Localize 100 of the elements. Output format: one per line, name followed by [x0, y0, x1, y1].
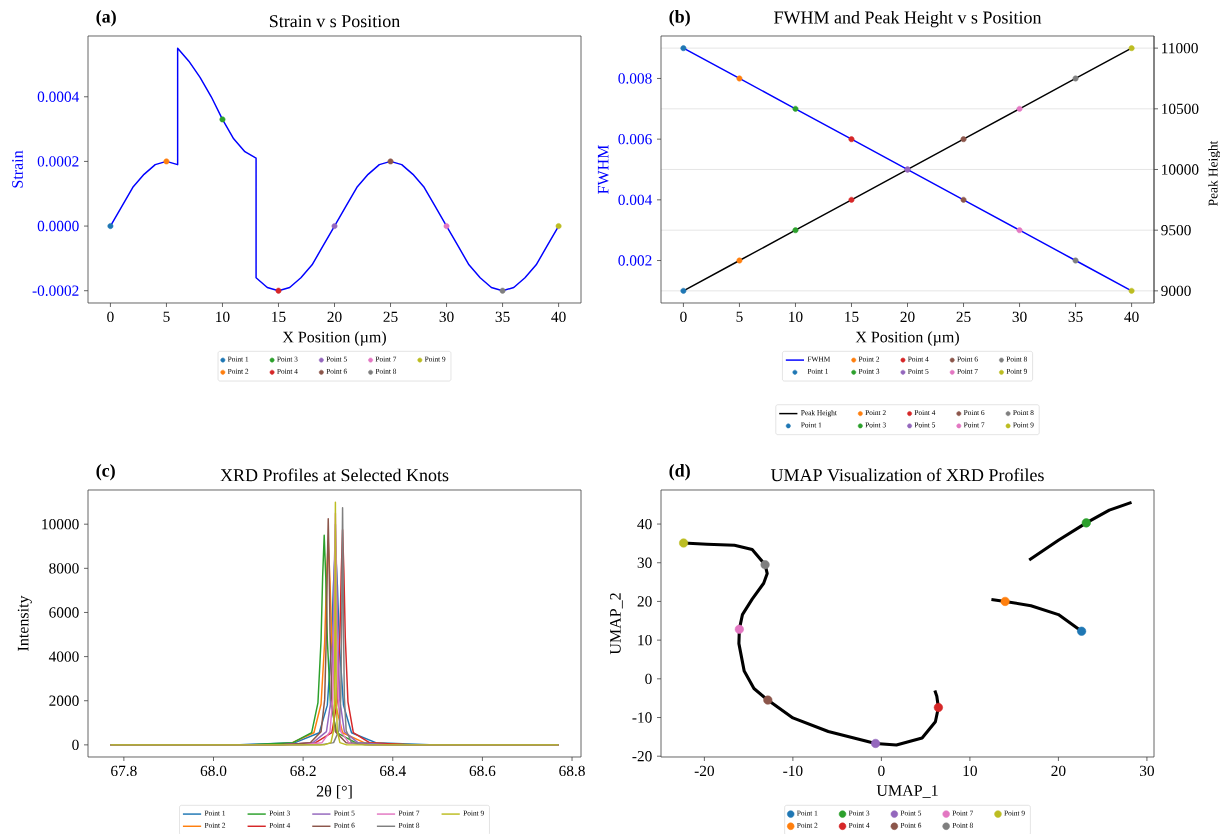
y-tick-label: -0.0002	[32, 285, 79, 296]
x-tick-label: 25	[383, 311, 398, 322]
y-tick-label: 0.008	[618, 73, 652, 84]
x-tick-label: 68.2	[290, 765, 316, 777]
point	[1128, 287, 1135, 294]
point	[275, 287, 282, 294]
x-tick-label: 10	[789, 311, 803, 323]
point	[680, 45, 687, 52]
x-axis-title: X Position (µm)	[855, 331, 959, 346]
y-tick-label: -20	[632, 751, 652, 762]
chart-title: UMAP Visualization of XRD Profiles	[770, 468, 1044, 482]
x-tick-label: 68.6	[469, 765, 496, 777]
y-axis-title: FWHM	[597, 145, 609, 194]
point	[734, 624, 744, 634]
y2-tick-label: 9000	[1161, 285, 1191, 297]
point	[760, 560, 770, 570]
x-tick-label: 10	[963, 765, 977, 777]
x-tick-label: 0	[107, 311, 114, 323]
y-tick-label: 0.0002	[37, 156, 79, 167]
x-tick-label: 68.4	[380, 765, 406, 777]
point	[1016, 227, 1023, 234]
y2-tick-label: 10500	[1162, 103, 1199, 114]
point	[848, 196, 855, 203]
y-tick-label: 2000	[49, 695, 79, 706]
y-tick-label: 0.006	[618, 133, 652, 145]
x-tick-label: 20	[327, 311, 342, 323]
point	[871, 738, 881, 748]
text: (d)	[669, 464, 690, 481]
x-tick-label: 30	[439, 311, 454, 323]
y-axis-title: UMAP_2	[610, 593, 623, 655]
chart-title: FWHM and Peak Height v s Position	[774, 10, 1042, 28]
y-tick-label: 30	[637, 557, 652, 568]
point	[331, 223, 338, 229]
point	[1077, 626, 1087, 636]
point	[792, 227, 799, 234]
x-tick-label: 40	[1124, 311, 1139, 323]
point	[1072, 257, 1079, 264]
y-tick-label: 10000	[42, 519, 79, 530]
text: (c)	[96, 464, 115, 481]
y2-axis-title: Peak Height	[1208, 140, 1220, 206]
chart-title: XRD Profiles at Selected Knots	[220, 468, 449, 482]
point	[387, 158, 394, 165]
x-tick-label: 15	[845, 311, 859, 322]
x-tick-label: 30	[1012, 311, 1027, 323]
x-tick-label: -10	[783, 765, 803, 777]
x-tick-label: 35	[1068, 311, 1083, 322]
point	[1016, 105, 1023, 112]
y-tick-label: 4000	[48, 651, 79, 662]
y-tick-label: 0	[72, 739, 79, 751]
point	[1128, 45, 1135, 52]
x-tick-label: 5	[736, 311, 743, 322]
y-tick-label: 20	[637, 596, 652, 607]
point	[736, 75, 743, 82]
y2-tick-label: 11000	[1162, 42, 1198, 54]
point	[848, 136, 855, 143]
y2-tick-label: 10000	[1162, 164, 1199, 175]
x-tick-label: 0	[878, 765, 885, 777]
point	[763, 695, 773, 705]
point	[960, 196, 967, 203]
point	[1000, 596, 1010, 606]
point	[736, 257, 743, 264]
x-axis-title: UMAP_1	[876, 785, 938, 798]
y-tick-label: 6000	[49, 607, 79, 618]
y-tick-label: -10	[632, 712, 652, 723]
line-series	[1027, 500, 1134, 562]
point	[443, 223, 450, 229]
x-axis-title: 2θ [°]	[316, 785, 352, 799]
y2-tick-label: 9500	[1161, 225, 1191, 236]
y-tick-label: 0	[645, 673, 652, 684]
x-tick-label: 5	[163, 311, 170, 322]
x-tick-label: 68.8	[559, 765, 585, 777]
point	[555, 223, 562, 229]
x-tick-label: 40	[551, 311, 566, 323]
x-tick-label: 25	[956, 311, 971, 322]
point	[499, 287, 506, 294]
x-tick-label: 68.0	[200, 765, 227, 777]
y-tick-label: 0.0004	[37, 91, 80, 102]
x-tick-label: 10	[216, 311, 230, 323]
text: (b)	[669, 10, 690, 27]
x-tick-label: 20	[1051, 765, 1066, 777]
point	[219, 116, 226, 123]
chart-title: Strain v s Position	[269, 15, 400, 28]
point	[1072, 75, 1079, 82]
text: (a)	[96, 10, 116, 27]
y-tick-label: 8000	[49, 563, 79, 574]
x-tick-label: 67.8	[111, 765, 137, 777]
point	[960, 136, 967, 143]
x-tick-label: -20	[694, 765, 715, 777]
x-tick-label: 20	[900, 311, 915, 323]
y-tick-label: 0.004	[618, 194, 653, 206]
y-axis-title: Intensity	[17, 595, 32, 651]
x-tick-label: 0	[680, 311, 687, 323]
y-tick-label: 0.002	[618, 255, 652, 266]
y-axis-title: Strain	[12, 150, 23, 188]
x-tick-label: 30	[1139, 765, 1155, 777]
y-tick-label: 10	[638, 634, 652, 646]
point	[679, 538, 689, 548]
x-axis-title: X Position (µm)	[282, 331, 386, 346]
point	[933, 702, 943, 712]
x-tick-label: 15	[272, 311, 286, 322]
